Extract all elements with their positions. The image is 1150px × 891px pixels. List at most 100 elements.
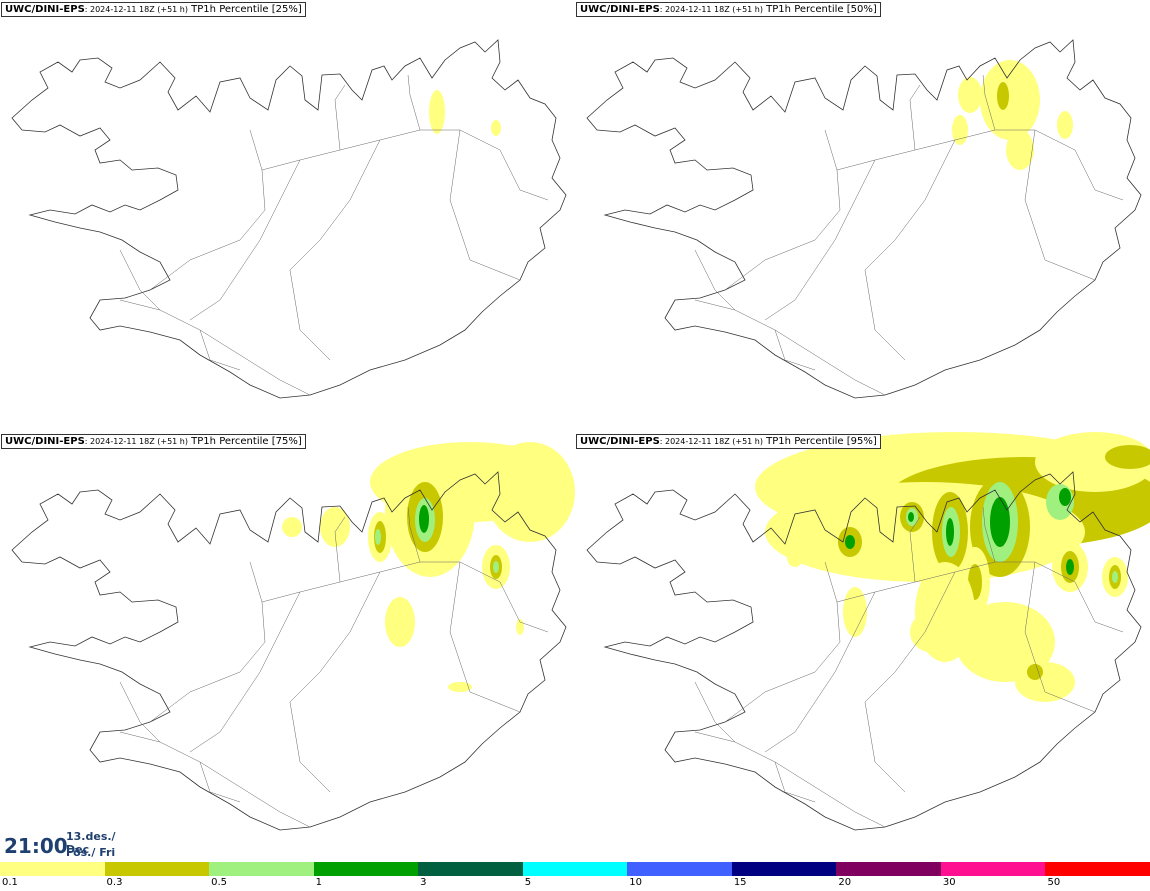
road-lines	[119, 506, 549, 828]
legend-swatch	[836, 862, 942, 876]
precip-area	[419, 505, 429, 533]
road	[694, 731, 886, 828]
legend-swatch	[731, 862, 838, 876]
road	[189, 159, 301, 321]
road	[199, 761, 241, 803]
coastline	[11, 471, 567, 831]
iceland-coastline	[11, 39, 567, 399]
legend-swatch	[313, 862, 420, 876]
precip-area	[385, 597, 415, 647]
legend-swatch	[1045, 862, 1150, 876]
precip-area	[1015, 662, 1075, 702]
road	[694, 299, 886, 396]
color-legend: 0.1 0.3 0.5 1 3 5 10 15 20 30 50	[0, 862, 1150, 891]
road-lines	[694, 506, 1124, 828]
road	[189, 591, 301, 753]
legend-label: 5	[524, 877, 532, 888]
road	[694, 681, 736, 743]
legend-label: 50	[1047, 877, 1061, 888]
precip-area	[1006, 130, 1034, 170]
panel-title: UWC/DINI-EPS: 2024-12-11 18Z (+51 h) TP1…	[1, 434, 306, 449]
road	[724, 129, 841, 291]
road	[119, 299, 311, 396]
valid-time: 21:00	[4, 834, 68, 858]
iceland-map	[11, 442, 575, 831]
road	[199, 329, 241, 371]
precip-area	[952, 115, 968, 145]
precip-area	[282, 517, 302, 537]
road	[261, 129, 501, 171]
road	[774, 329, 816, 371]
road	[1024, 561, 1096, 713]
valid-date: 13.des./ Dec	[66, 830, 116, 856]
road	[119, 731, 311, 828]
precip-area	[908, 512, 914, 522]
precip-area	[955, 602, 1055, 682]
road	[764, 591, 876, 753]
iceland-coastline	[586, 39, 1142, 399]
road	[407, 74, 421, 131]
precip-area	[1066, 559, 1074, 575]
precip-area	[997, 82, 1009, 110]
iceland-map	[586, 39, 1142, 399]
precip-overlay	[952, 60, 1073, 170]
road	[334, 84, 346, 151]
precip-overlay	[755, 432, 1150, 702]
legend-label: 30	[942, 877, 956, 888]
legend-swatch	[940, 862, 1047, 876]
legend-swatch	[209, 862, 315, 876]
precip-area	[787, 547, 803, 567]
panel-title: UWC/DINI-EPS: 2024-12-11 18Z (+51 h) TP1…	[576, 434, 881, 449]
precip-area	[493, 561, 499, 573]
road	[1024, 129, 1096, 281]
legend-label: 0.1	[2, 877, 18, 888]
precip-area	[485, 442, 575, 542]
road	[499, 149, 549, 201]
precip-area	[990, 497, 1010, 547]
precip-area	[958, 77, 982, 113]
iceland-coastline	[11, 471, 567, 831]
road	[149, 129, 266, 291]
road	[449, 129, 521, 281]
panel-title: UWC/DINI-EPS: 2024-12-11 18Z (+51 h) TP1…	[1, 2, 306, 17]
precip-area	[375, 529, 381, 545]
road	[289, 139, 381, 361]
precip-area	[980, 60, 1040, 140]
precip-area	[448, 682, 472, 692]
road	[724, 561, 841, 723]
road	[982, 74, 996, 131]
road	[499, 581, 549, 633]
legend-label: 10	[629, 877, 642, 888]
legend-label: 15	[733, 877, 747, 888]
legend-label: 0.5	[211, 877, 227, 888]
map-panel-25: UWC/DINI-EPS: 2024-12-11 18Z (+51 h) TP1…	[0, 0, 575, 432]
precip-area	[491, 120, 501, 136]
precip-overlay	[282, 442, 575, 692]
iceland-map	[11, 39, 567, 399]
road	[982, 506, 996, 563]
precip-area	[1059, 488, 1071, 506]
road	[774, 761, 816, 803]
legend-swatch	[418, 862, 524, 876]
road	[694, 249, 736, 311]
road	[119, 249, 161, 311]
road-lines	[694, 74, 1124, 396]
road	[449, 561, 521, 713]
road	[764, 159, 876, 321]
precip-area	[910, 612, 950, 652]
precip-area	[1105, 445, 1150, 469]
valid-time-box: 21:00 13.des./ Dec Fös./ Fri	[0, 826, 132, 862]
road	[149, 561, 266, 723]
road	[119, 681, 161, 743]
precip-area	[946, 518, 954, 546]
legend-swatch	[627, 862, 733, 876]
legend-label: 3	[420, 877, 427, 888]
road	[261, 561, 501, 603]
road	[909, 84, 921, 151]
coastline	[586, 471, 1142, 831]
road	[334, 516, 346, 583]
precip-area	[1057, 111, 1073, 139]
precip-area	[1112, 571, 1118, 583]
road	[864, 571, 956, 793]
map-panel-95: UWC/DINI-EPS: 2024-12-11 18Z (+51 h) TP1…	[575, 432, 1150, 864]
